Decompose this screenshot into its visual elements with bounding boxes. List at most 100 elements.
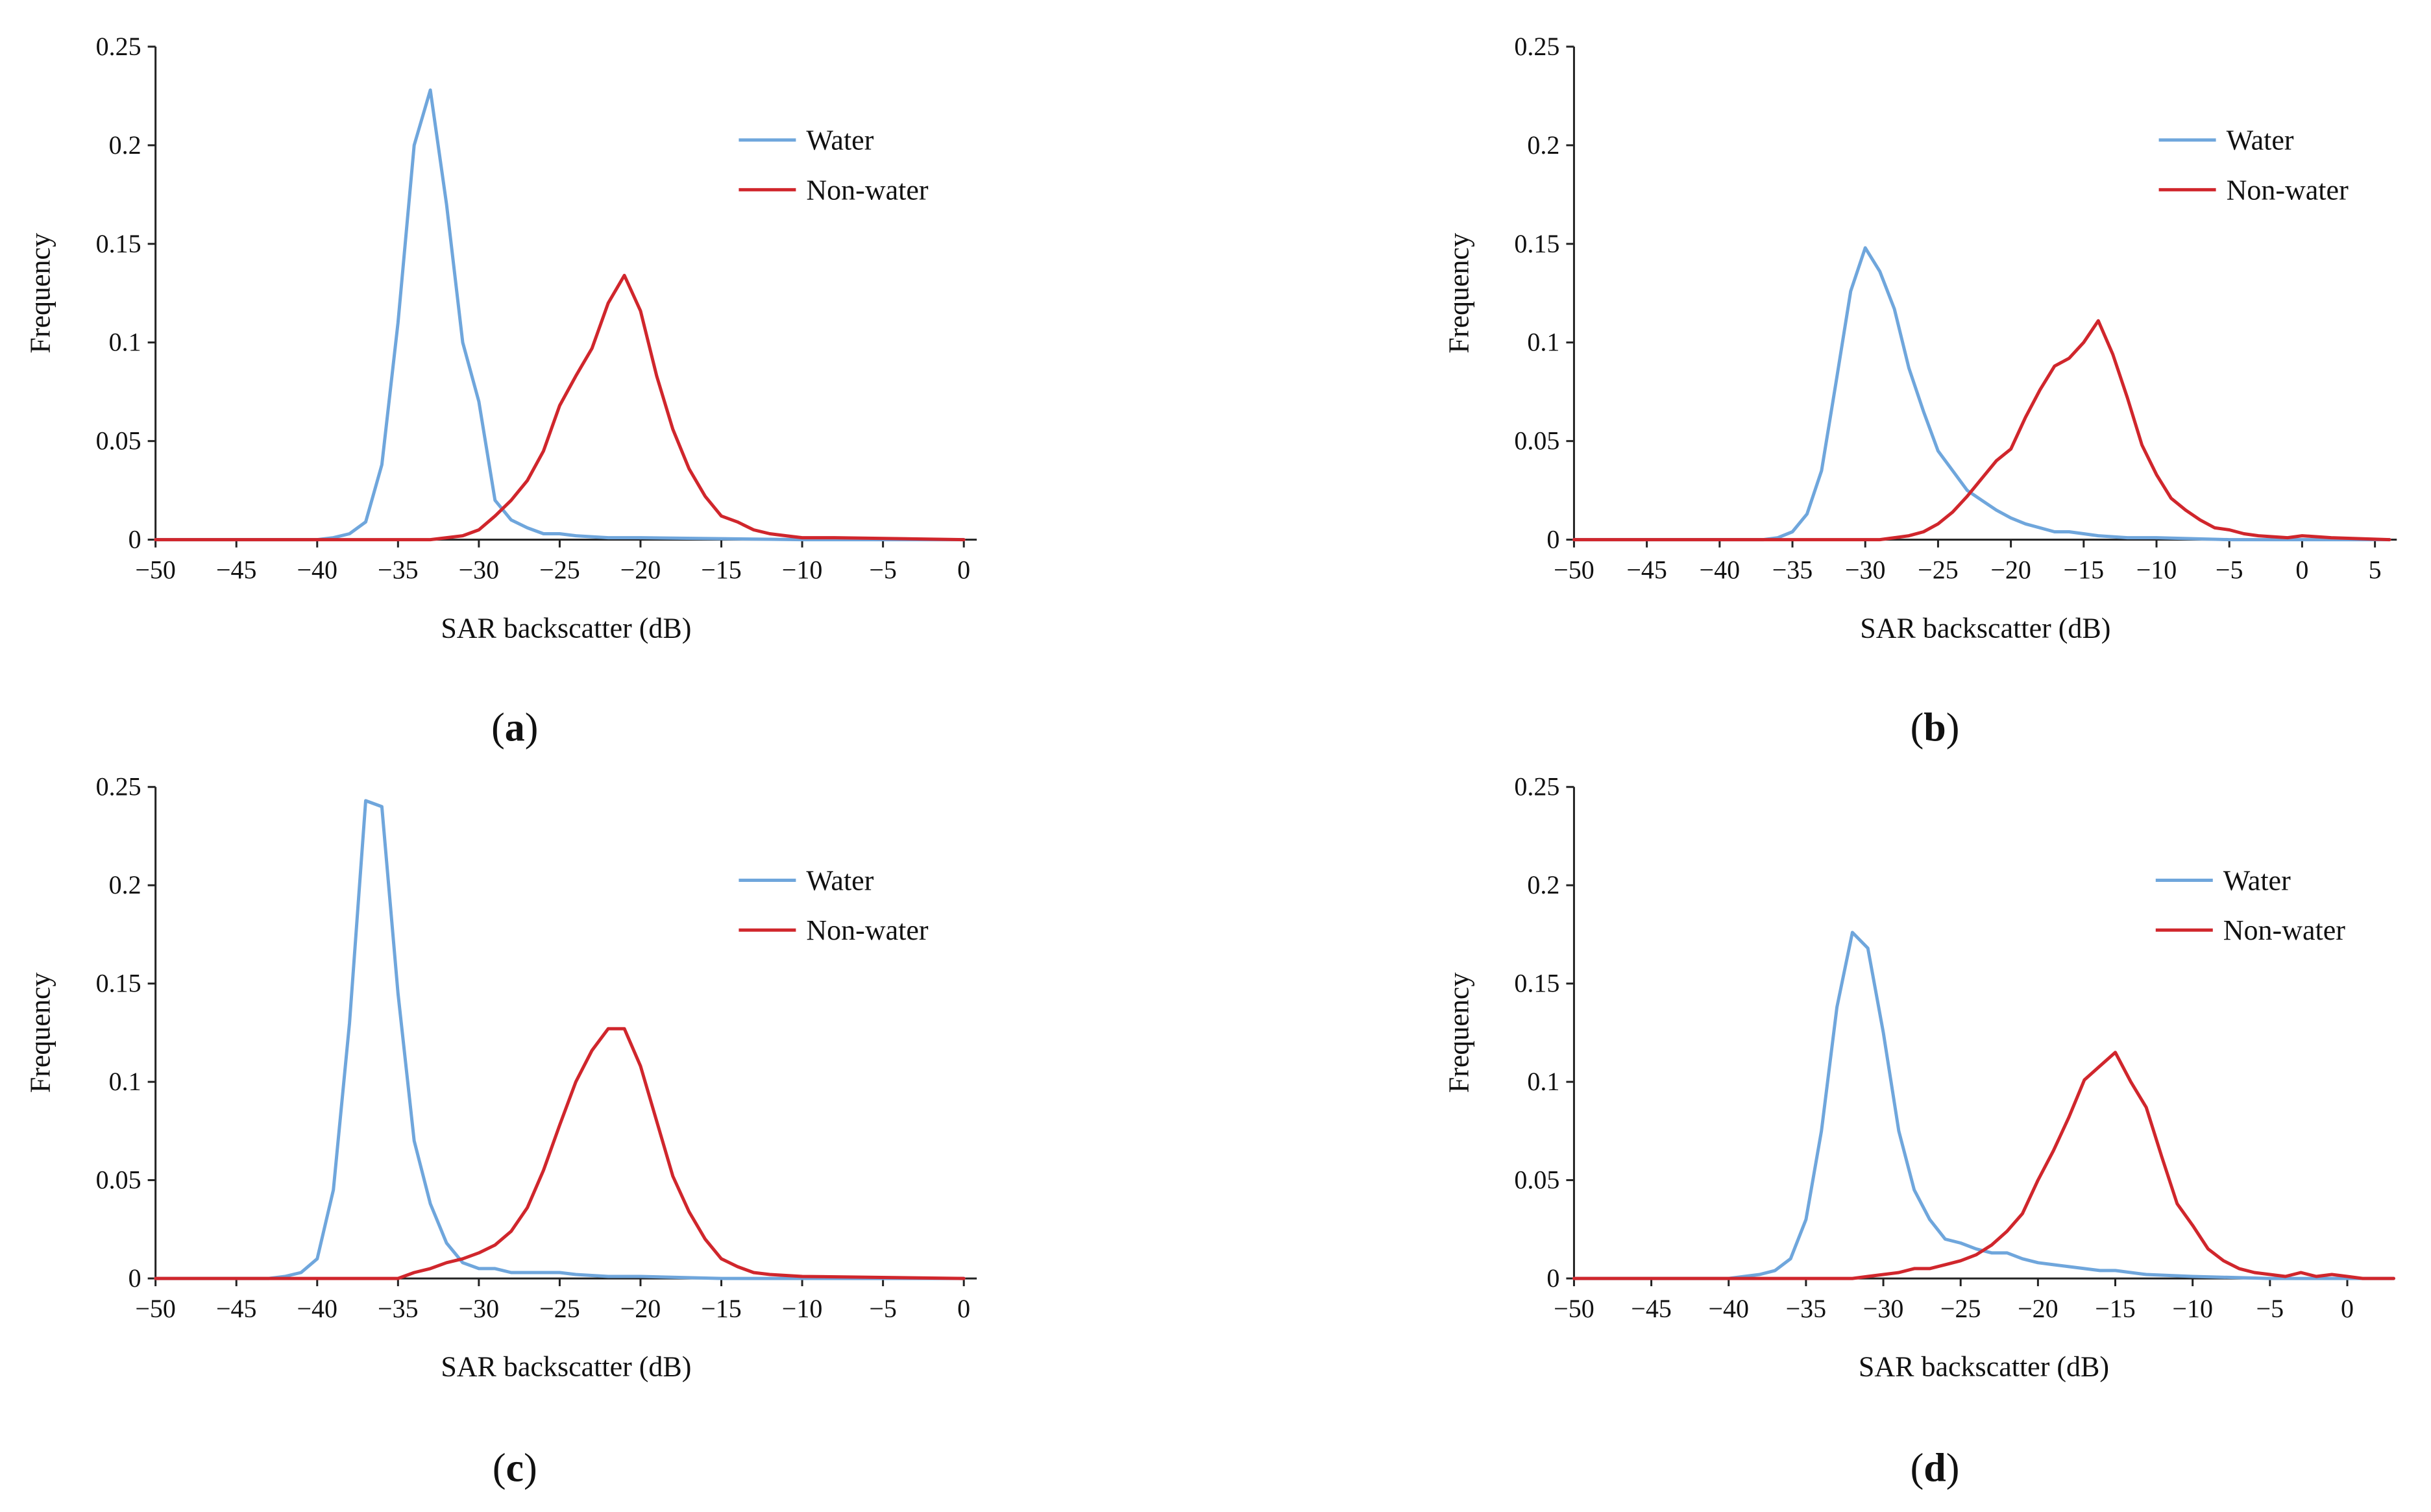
y-tick-label: 0.1 bbox=[109, 1067, 141, 1096]
x-tick-label: −20 bbox=[620, 1294, 661, 1323]
panel-caption: (c) bbox=[493, 1446, 537, 1490]
series-line-non-water bbox=[154, 1027, 966, 1280]
series-line-water bbox=[154, 799, 966, 1280]
y-tick-label: 0.05 bbox=[96, 426, 141, 456]
panel-caption: (a) bbox=[491, 706, 538, 750]
x-axis-title: SAR backscatter (dB) bbox=[441, 612, 691, 644]
panel-caption: (b) bbox=[1911, 706, 1960, 750]
x-tick-label: −40 bbox=[1708, 1294, 1749, 1323]
series-line-non-water bbox=[154, 273, 966, 542]
x-tick-label: −30 bbox=[1863, 1294, 1904, 1323]
x-tick-label: −50 bbox=[1554, 1294, 1594, 1323]
x-tick-label: 5 bbox=[2369, 555, 2382, 585]
x-tick-label: 0 bbox=[2341, 1294, 2354, 1323]
x-tick-label: −10 bbox=[782, 555, 823, 585]
legend-label-non-water: Non-water bbox=[806, 174, 928, 206]
x-tick-label: −50 bbox=[135, 555, 176, 585]
y-tick-label: 0.2 bbox=[109, 870, 141, 899]
y-tick-label: 0.15 bbox=[96, 969, 141, 998]
y-tick-label: 0.1 bbox=[1527, 1067, 1559, 1096]
series-line-non-water bbox=[1572, 319, 2391, 542]
y-axis-title: Frequency bbox=[1443, 973, 1474, 1093]
x-tick-label: 0 bbox=[2295, 555, 2308, 585]
y-axis-title: Frequency bbox=[1443, 233, 1474, 354]
legend-label-water: Water bbox=[806, 125, 873, 156]
x-tick-label: −10 bbox=[2172, 1294, 2213, 1323]
x-tick-label: −30 bbox=[459, 555, 500, 585]
legend-label-water: Water bbox=[2227, 125, 2294, 156]
y-tick-label: 0.25 bbox=[96, 772, 141, 801]
x-tick-label: −10 bbox=[782, 1294, 823, 1323]
x-tick-label: 0 bbox=[957, 1294, 970, 1323]
x-tick-label: −40 bbox=[1700, 555, 1741, 585]
legend-label-non-water: Non-water bbox=[2227, 174, 2349, 206]
y-tick-label: 0.25 bbox=[1514, 772, 1559, 801]
x-tick-label: −15 bbox=[701, 555, 742, 585]
x-tick-label: −45 bbox=[216, 1294, 257, 1323]
x-tick-label: −10 bbox=[2136, 555, 2177, 585]
y-tick-label: 0.15 bbox=[1514, 969, 1559, 998]
x-tick-label: −35 bbox=[1772, 555, 1813, 585]
y-tick-label: 0.15 bbox=[96, 229, 141, 258]
series-line-water bbox=[1572, 931, 2395, 1280]
y-tick-label: 0.15 bbox=[1514, 229, 1559, 258]
x-axis-title: SAR backscatter (dB) bbox=[1859, 1351, 2109, 1383]
y-tick-label: 0.05 bbox=[96, 1165, 141, 1195]
y-tick-label: 0 bbox=[128, 525, 141, 554]
legend-label-non-water: Non-water bbox=[806, 914, 928, 946]
x-tick-label: −35 bbox=[378, 1294, 419, 1323]
x-tick-label: −5 bbox=[869, 1294, 897, 1323]
x-tick-label: −25 bbox=[1940, 1294, 1981, 1323]
x-tick-label: −30 bbox=[1845, 555, 1886, 585]
legend-label-non-water: Non-water bbox=[2223, 914, 2345, 946]
legend-label-water: Water bbox=[2223, 865, 2291, 897]
y-tick-label: 0.05 bbox=[1514, 426, 1559, 456]
x-tick-label: −40 bbox=[297, 1294, 337, 1323]
series-line-water bbox=[154, 88, 966, 542]
x-axis-title: SAR backscatter (dB) bbox=[441, 1351, 691, 1383]
x-tick-label: −15 bbox=[2095, 1294, 2136, 1323]
x-tick-label: −25 bbox=[539, 555, 580, 585]
y-tick-label: 0.25 bbox=[1514, 32, 1559, 61]
chart-panel-c: 00.050.10.150.20.25−50 −45 −40 −35 −30 −25 −20… bbox=[25, 772, 977, 1490]
x-tick-label: −35 bbox=[1786, 1294, 1827, 1323]
x-tick-label: −40 bbox=[297, 555, 337, 585]
y-axis-title: Frequency bbox=[25, 233, 56, 354]
x-tick-label: −45 bbox=[216, 555, 257, 585]
chart-panel-b: 0 0.05 0.1 0.15 0.2 0.25 −50 −45 −40 −35 −30 −25 −20… bbox=[1443, 32, 2397, 750]
y-tick-label: 0 bbox=[1546, 1263, 1559, 1293]
y-axis-title: Frequency bbox=[25, 973, 56, 1093]
y-tick-label: 0.1 bbox=[109, 328, 141, 357]
panel-caption: (d) bbox=[1911, 1446, 1960, 1490]
y-tick-label: 0.2 bbox=[1527, 130, 1559, 160]
x-tick-label: −20 bbox=[1990, 555, 2031, 585]
x-tick-label: −25 bbox=[539, 1294, 580, 1323]
x-tick-label: 0 bbox=[957, 555, 970, 585]
x-tick-label: −20 bbox=[620, 555, 661, 585]
y-tick-label: 0.2 bbox=[109, 130, 141, 160]
y-tick-label: 0 bbox=[1546, 525, 1559, 554]
series-line-water bbox=[1572, 246, 2391, 542]
x-tick-label: −20 bbox=[2018, 1294, 2058, 1323]
x-tick-label: −35 bbox=[378, 555, 419, 585]
y-tick-label: 0.05 bbox=[1514, 1165, 1559, 1195]
x-tick-label: −50 bbox=[135, 1294, 176, 1323]
y-tick-label: 0.1 bbox=[1527, 328, 1559, 357]
chart-panel-d: 00.050.10.150.20.25−50 −45 −40 −35 −30 −25 −20… bbox=[1443, 772, 2395, 1490]
x-tick-label: −45 bbox=[1631, 1294, 1672, 1323]
x-tick-label: −5 bbox=[2256, 1294, 2284, 1323]
y-tick-label: 0 bbox=[128, 1263, 141, 1293]
x-axis-title: SAR backscatter (dB) bbox=[1860, 612, 2110, 644]
legend-label-water: Water bbox=[806, 865, 873, 897]
y-tick-label: 0.2 bbox=[1527, 870, 1559, 899]
x-tick-label: −45 bbox=[1626, 555, 1667, 585]
x-tick-label: −25 bbox=[1918, 555, 1959, 585]
x-tick-label: −15 bbox=[2064, 555, 2105, 585]
chart-panel-a: 00.050.10.150.20.25−50 −45 −40 −35 −30 −25 −20… bbox=[25, 32, 977, 750]
x-tick-label: −5 bbox=[869, 555, 897, 585]
series-line-non-water bbox=[1572, 1051, 2395, 1280]
x-tick-label: −15 bbox=[701, 1294, 742, 1323]
x-tick-label: −30 bbox=[459, 1294, 500, 1323]
x-tick-label: −50 bbox=[1554, 555, 1594, 585]
